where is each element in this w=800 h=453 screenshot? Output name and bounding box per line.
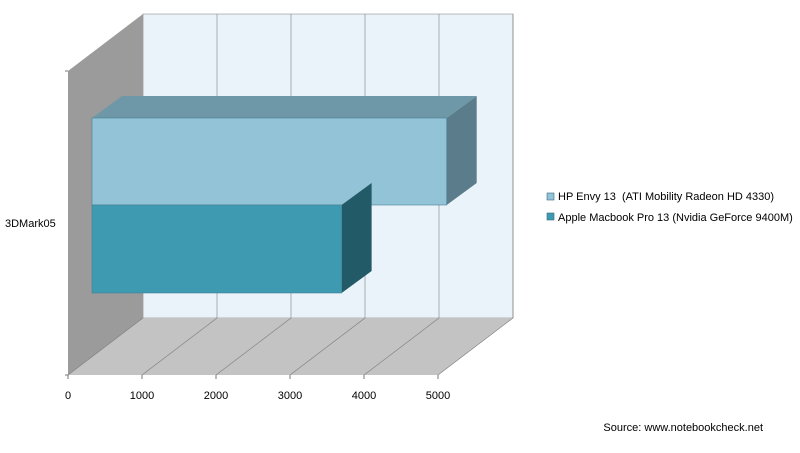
x-tick-label: 5000 — [426, 390, 450, 402]
bar-0 — [91, 96, 477, 206]
bars — [91, 96, 477, 294]
bar-1 — [91, 183, 372, 294]
legend-label-hp-envy: HP Envy 13 (ATI Mobility Radeon HD 4330) — [558, 191, 774, 203]
bar-top-face — [92, 96, 477, 118]
x-tick-label: 1000 — [130, 390, 154, 402]
x-tick-label: 2000 — [204, 390, 228, 402]
gridline-floor — [67, 317, 144, 376]
legend-label-macbook-pro: Apple Macbook Pro 13 (Nvidia GeForce 940… — [558, 212, 793, 224]
gridline-floor — [363, 317, 440, 376]
legend-swatch-hp-envy — [546, 192, 555, 201]
gridline-floor — [141, 317, 218, 376]
floor — [68, 318, 513, 375]
x-tick-label: 4000 — [352, 390, 376, 402]
bar-side-face — [341, 183, 372, 293]
bar-side-face — [446, 96, 477, 205]
bar-front-face — [91, 117, 448, 206]
x-tick-label: 3000 — [278, 390, 302, 402]
legend: HP Envy 13 (ATI Mobility Radeon HD 4330)… — [546, 191, 793, 224]
source-note: Source: www.notebookcheck.net — [603, 422, 763, 434]
bar-front-face — [91, 204, 342, 294]
x-axis-ticks: 0 1000 2000 3000 4000 5000 — [65, 70, 450, 402]
gridline-floor — [215, 317, 292, 376]
gridline-floor — [289, 317, 366, 376]
legend-swatch-macbook-pro — [546, 212, 555, 221]
gridline-floor — [437, 317, 514, 376]
category-label: 3DMark05 — [5, 218, 56, 230]
x-tick-label: 0 — [65, 390, 71, 402]
